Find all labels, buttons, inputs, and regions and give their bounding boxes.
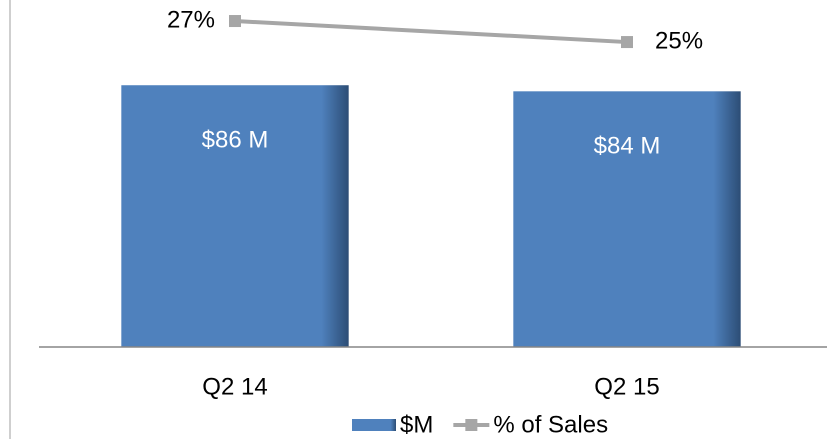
bar-value-label: $86 M — [202, 127, 269, 154]
bar-value-label: $84 M — [594, 133, 661, 160]
legend-label: % of Sales — [493, 411, 608, 438]
line-marker — [229, 15, 241, 28]
x-tick-label: Q2 15 — [594, 373, 659, 400]
legend-label: $M — [400, 411, 433, 438]
line-value-label: 27% — [167, 6, 215, 33]
legend-swatch-marker — [465, 419, 478, 431]
bar — [121, 85, 349, 347]
legend-swatch — [352, 419, 396, 431]
line-value-label: 25% — [655, 27, 703, 54]
bar — [513, 91, 741, 347]
line — [234, 19, 628, 45]
x-tick-label: Q2 14 — [202, 373, 267, 400]
line-marker — [621, 36, 633, 49]
